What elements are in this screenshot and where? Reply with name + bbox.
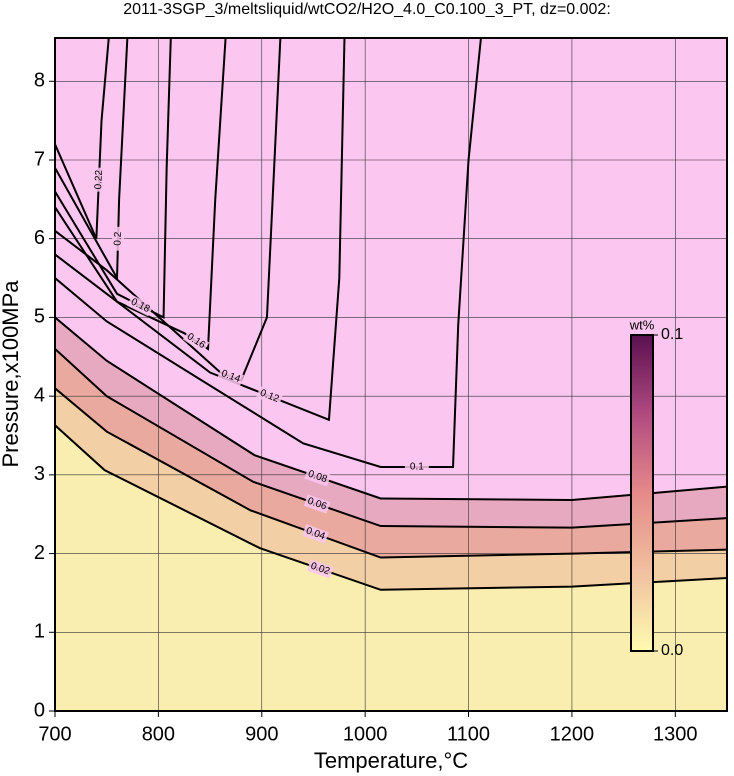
contour-label: 0.2 — [113, 231, 124, 246]
contour-label-bg — [404, 460, 429, 473]
y-tick-label: 1 — [34, 621, 45, 643]
y-tick-label: 5 — [34, 306, 45, 328]
contour-label-bg — [256, 386, 283, 407]
x-tick-label: 1000 — [343, 723, 388, 745]
contour-label-bg — [126, 294, 154, 317]
contour-line — [55, 38, 172, 320]
contour-label: 0.1 — [410, 462, 424, 473]
plot-frame — [54, 37, 728, 712]
contour-label-group: 0.06 — [303, 494, 331, 514]
contour-label-bg — [302, 524, 329, 544]
contour-label-bg — [303, 494, 331, 514]
y-tick-label: 8 — [34, 70, 45, 92]
x-tick-label: 1200 — [550, 723, 595, 745]
x-tick-label: 1100 — [447, 723, 490, 745]
y-tick-label: 6 — [34, 227, 45, 249]
plot-area: 0.020.040.060.080.10.120.140.160.180.20.… — [55, 38, 727, 711]
contour-label-bg — [217, 366, 245, 387]
contour-label-group: 0.2 — [111, 226, 125, 251]
contour-label: 0.22 — [93, 169, 105, 189]
contour-label-group: 0.08 — [304, 467, 331, 487]
x-tick-label: 700 — [38, 723, 71, 745]
contour-label-bg — [306, 559, 334, 579]
y-tick-label: 3 — [34, 463, 45, 485]
contour-label-group: 0.02 — [306, 559, 334, 579]
y-tick-label: 7 — [34, 148, 45, 170]
contour-label-group: 0.22 — [92, 167, 106, 192]
colorbar-label: wt% — [629, 317, 655, 332]
colorbar-tick-label: 0.1 — [661, 326, 683, 343]
y-tick-label: 4 — [34, 384, 45, 406]
chart-title: 2011-3SGP_3/meltsliquid/wtCO2/H2O_4.0_C0… — [123, 1, 611, 18]
y-tick-label: 2 — [34, 542, 45, 564]
x-axis-label: Temperature,°C — [314, 748, 468, 773]
contour-label-bg — [111, 226, 125, 251]
y-tick-label: 0 — [34, 699, 45, 721]
x-tick-label: 1300 — [653, 723, 698, 745]
contour-label-bg — [92, 167, 106, 192]
colorbar — [630, 334, 654, 652]
colorbar-tick-label: 0.0 — [661, 642, 683, 659]
contour-label-bg — [304, 467, 331, 487]
x-tick-label: 900 — [245, 723, 278, 745]
contour-fill — [55, 425, 727, 711]
contour-label-bg — [182, 329, 210, 353]
y-axis-label: Pressure,x100MPa — [0, 280, 23, 468]
contour-label-group: 0.1 — [404, 460, 429, 473]
x-tick-label: 800 — [142, 723, 175, 745]
